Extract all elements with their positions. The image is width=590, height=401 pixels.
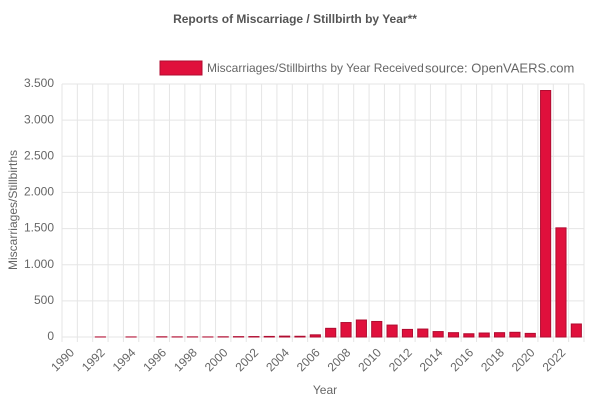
- x-tick-label: 2004: [263, 345, 292, 374]
- legend-swatch: [159, 60, 203, 76]
- bar: [340, 322, 352, 338]
- x-tick-label: 2014: [417, 345, 446, 374]
- bar: [555, 227, 567, 338]
- chart-title: Reports of Miscarriage / Stillbirth by Y…: [173, 12, 417, 26]
- bar: [540, 90, 552, 338]
- bar: [371, 320, 383, 338]
- bar: [524, 332, 536, 338]
- bar: [401, 328, 414, 338]
- bar: [417, 328, 429, 338]
- x-tick-label: 2006: [294, 345, 323, 374]
- y-tick-label: 2.000: [24, 185, 54, 199]
- y-tick-label: 1.500: [24, 221, 54, 235]
- y-tick-label: 2.500: [24, 148, 54, 162]
- y-tick-label: 1.000: [24, 257, 54, 271]
- bar: [263, 335, 275, 338]
- bar: [309, 334, 321, 338]
- x-tick-label: 2018: [478, 345, 507, 374]
- source-note: source: OpenVAERS.com: [425, 60, 574, 75]
- bar: [432, 331, 444, 338]
- bar: [463, 333, 475, 338]
- x-tick-label: 1990: [48, 345, 77, 374]
- bar: [478, 332, 490, 338]
- x-tick-label: 2002: [232, 345, 261, 374]
- x-tick-label: 2010: [355, 345, 384, 374]
- x-tick-label: 2000: [202, 345, 231, 374]
- bar: [493, 332, 506, 338]
- y-tick-label: 0: [47, 329, 54, 343]
- x-tick-label: 1998: [171, 345, 200, 374]
- bar: [509, 331, 521, 338]
- x-tick-label: 2008: [325, 345, 354, 374]
- x-tick-label: 2020: [509, 345, 538, 374]
- y-tick-label: 3.000: [24, 112, 54, 126]
- x-axis-label: Year: [313, 383, 337, 397]
- bar: [355, 319, 367, 338]
- y-tick-label: 3.500: [24, 76, 54, 90]
- y-axis-label: Miscarriages/Stillbirths: [6, 150, 20, 270]
- x-tick-label: 2012: [386, 345, 415, 374]
- x-tick-label: 2016: [447, 345, 476, 374]
- bar: [386, 324, 398, 338]
- bar: [294, 335, 306, 338]
- bar: [279, 335, 291, 338]
- bar: [325, 327, 337, 338]
- bar: [570, 323, 582, 338]
- y-tick-label: 500: [34, 293, 54, 307]
- x-tick-label: 1996: [140, 345, 169, 374]
- legend-label: Miscarriages/Stillbirths by Year Receive…: [207, 61, 424, 75]
- bar: [447, 332, 460, 338]
- x-tick-label: 1992: [79, 345, 108, 374]
- x-tick-label: 1994: [110, 345, 139, 374]
- x-tick-label: 2022: [540, 345, 569, 374]
